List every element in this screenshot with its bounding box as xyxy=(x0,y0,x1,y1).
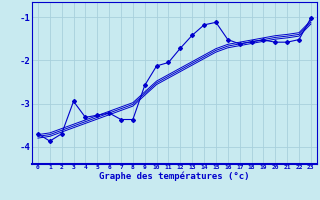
X-axis label: Graphe des températures (°c): Graphe des températures (°c) xyxy=(99,172,250,181)
